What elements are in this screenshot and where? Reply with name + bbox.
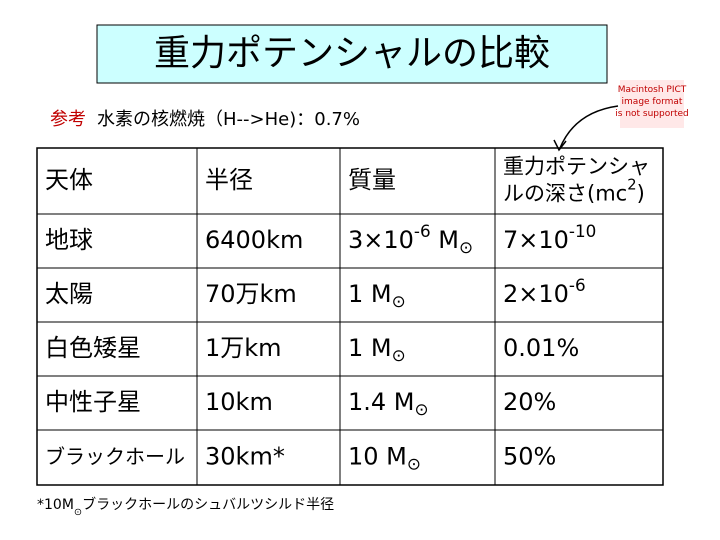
- cell-text: 重力ポテンシャ: [503, 155, 650, 179]
- cell-text: 3×10-6 M⊙: [348, 221, 473, 257]
- text-run: 地球: [45, 226, 93, 254]
- cell-text: 0.01%: [503, 334, 579, 362]
- text-run: 30km*: [205, 443, 285, 471]
- text-run: 太陽: [45, 280, 93, 308]
- cell-text: 1 M⊙: [348, 334, 406, 365]
- subscript: ⊙: [415, 399, 429, 419]
- placeholder-text: Macintosh PICT: [618, 85, 687, 95]
- cell-text: 質量: [348, 166, 396, 194]
- subscript: ⊙: [74, 507, 82, 518]
- text-run: 中性子星: [45, 388, 141, 416]
- text-run: 20%: [503, 388, 556, 416]
- text-run: 1万km: [205, 334, 282, 362]
- cell-text: 1 M⊙: [348, 280, 406, 311]
- cell-text: 天体: [45, 166, 93, 194]
- table-border: [36, 147, 664, 486]
- text-run: 2×10: [503, 280, 569, 308]
- text-run: *10M: [37, 497, 74, 513]
- text-run: ): [637, 182, 645, 206]
- supscript: -6: [569, 275, 586, 295]
- subscript: ⊙: [407, 454, 421, 474]
- cell-text: ルの深さ(mc2): [503, 177, 645, 206]
- cell-text: 2×10-6: [503, 275, 586, 308]
- arrow: [559, 105, 619, 149]
- text-run: 0.01%: [503, 334, 579, 362]
- text-run: 7×10: [503, 226, 569, 254]
- text-run: M: [431, 226, 459, 254]
- image-placeholder: [620, 80, 684, 128]
- note-text: 水素の核燃焼（H-->He)：0.7%: [97, 109, 360, 130]
- cell-text: ブラックホール: [45, 444, 185, 468]
- subscript: ⊙: [392, 345, 406, 365]
- cell-text: 50%: [503, 443, 556, 471]
- text-run: ブラックホールのシュバルツシルド半径: [82, 496, 334, 513]
- text-run: 半径: [205, 166, 253, 194]
- cell-text: 70万km: [205, 280, 297, 308]
- text-run: 6400km: [205, 226, 303, 254]
- text-run: 天体: [45, 166, 93, 194]
- placeholder-text: image format: [622, 97, 683, 107]
- note-label: 参考: [50, 109, 86, 130]
- text-run: 10km: [205, 388, 273, 416]
- supscript: 2: [627, 177, 636, 194]
- cell-text: 白色矮星: [45, 334, 141, 362]
- text-run: 1.4 M: [348, 388, 415, 416]
- cell-text: 6400km: [205, 226, 303, 254]
- supscript: -10: [569, 221, 596, 241]
- cell-text: 10 M⊙: [348, 443, 421, 474]
- text-run: 50%: [503, 443, 556, 471]
- cell-text: 1.4 M⊙: [348, 388, 429, 419]
- title: 重力ポテンシャルの比較: [154, 33, 550, 74]
- text-run: 10 M: [348, 443, 407, 471]
- cell-text: 20%: [503, 388, 556, 416]
- cell-text: 1万km: [205, 334, 282, 362]
- text-run: 3×10: [348, 226, 414, 254]
- cell-text: 7×10-10: [503, 221, 596, 254]
- subscript: ⊙: [392, 291, 406, 311]
- text-run: ブラックホール: [45, 444, 185, 468]
- cell-text: 10km: [205, 388, 273, 416]
- subscript: ⊙: [459, 237, 473, 257]
- supscript: -6: [414, 221, 431, 241]
- text-run: 1 M: [348, 334, 392, 362]
- text-run: 1 M: [348, 280, 392, 308]
- cell-text: *10M⊙ブラックホールのシュバルツシルド半径: [37, 496, 334, 518]
- cell-text: 30km*: [205, 443, 285, 471]
- cell-text: 半径: [205, 166, 253, 194]
- text-run: 白色矮星: [45, 334, 141, 362]
- title-box: [96, 24, 608, 84]
- text-run: ルの深さ(mc: [503, 182, 627, 206]
- text-run: 重力ポテンシャ: [503, 155, 650, 179]
- placeholder-text: is not supported: [615, 109, 688, 119]
- text-run: 質量: [348, 166, 396, 194]
- cell-text: 地球: [45, 226, 93, 254]
- cell-text: 中性子星: [45, 388, 141, 416]
- text-run: 70万km: [205, 280, 297, 308]
- arrow-head: [553, 139, 567, 152]
- cell-text: 太陽: [45, 280, 93, 308]
